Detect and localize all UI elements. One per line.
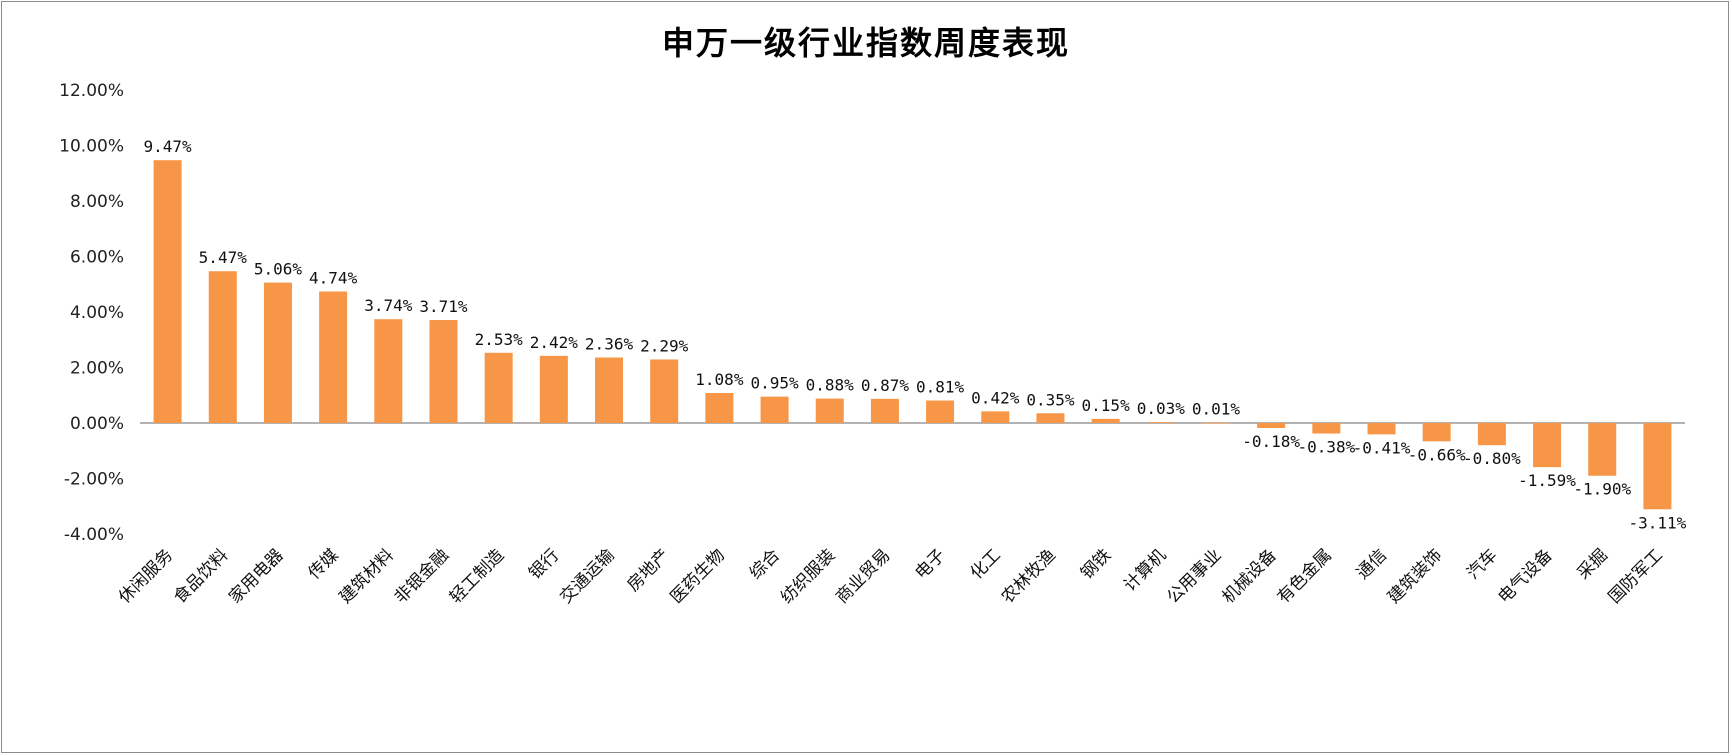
data-label: -3.11% — [1629, 513, 1687, 532]
bar — [374, 319, 403, 423]
data-label: 0.15% — [1082, 396, 1131, 415]
category-label: 房地产 — [624, 545, 674, 595]
bar — [595, 357, 624, 423]
data-label: -0.18% — [1242, 432, 1300, 451]
data-label: 2.42% — [530, 333, 579, 352]
data-label: 0.03% — [1137, 399, 1186, 418]
category-label: 医药生物 — [667, 545, 729, 607]
bar — [1201, 422, 1230, 424]
category-label: 农林牧渔 — [998, 545, 1060, 607]
data-label: -1.90% — [1573, 480, 1631, 499]
data-label: 0.01% — [1192, 400, 1241, 419]
data-label: 0.42% — [971, 388, 1020, 407]
category-label: 建筑装饰 — [1384, 545, 1446, 607]
category-label: 轻工制造 — [446, 545, 508, 607]
data-label: 2.29% — [640, 336, 689, 355]
category-label: 商业贸易 — [832, 545, 894, 607]
category-label: 公用事业 — [1163, 545, 1225, 607]
data-label: -0.80% — [1463, 449, 1521, 468]
bar — [484, 352, 513, 423]
data-label: -1.59% — [1518, 471, 1576, 490]
data-label: 2.36% — [585, 335, 634, 354]
category-label: 综合 — [746, 545, 784, 583]
category-label: 电气设备 — [1494, 545, 1556, 607]
category-label: 汽车 — [1463, 545, 1501, 583]
bar — [263, 282, 292, 423]
y-tick-label: 8.00% — [70, 192, 124, 212]
bar — [1257, 423, 1286, 428]
data-label: 4.74% — [309, 268, 358, 287]
bar — [705, 393, 734, 423]
data-label: 0.95% — [750, 374, 799, 393]
data-label: -0.38% — [1297, 438, 1355, 457]
bar — [429, 320, 458, 423]
data-label: 3.74% — [364, 296, 413, 315]
category-label: 机械设备 — [1218, 545, 1280, 607]
y-tick-label: 2.00% — [70, 359, 124, 379]
category-label: 计算机 — [1120, 545, 1170, 595]
data-label: -0.66% — [1408, 445, 1466, 464]
bar — [539, 355, 568, 423]
bar — [1036, 413, 1065, 423]
bar — [208, 271, 237, 423]
bar — [926, 400, 955, 423]
bar — [1146, 422, 1175, 423]
data-label: 1.08% — [695, 370, 744, 389]
bar — [981, 411, 1010, 423]
category-label: 化工 — [967, 545, 1005, 583]
y-tick-label: -2.00% — [64, 470, 124, 490]
bar — [760, 396, 789, 423]
category-label: 传媒 — [304, 545, 342, 583]
category-label: 食品饮料 — [170, 545, 232, 607]
bar — [1643, 423, 1672, 510]
y-tick-label: 0.00% — [70, 414, 124, 434]
category-label: 休闲服务 — [115, 545, 177, 607]
data-label: 0.88% — [806, 376, 855, 395]
bar — [1367, 423, 1396, 435]
data-label: 5.47% — [199, 248, 248, 267]
data-label: 0.35% — [1026, 390, 1075, 409]
data-label: 2.53% — [475, 330, 524, 349]
data-label: 0.81% — [916, 378, 965, 397]
bar — [870, 398, 899, 423]
bar — [1533, 423, 1562, 468]
bar — [319, 291, 348, 423]
category-label: 有色金属 — [1274, 545, 1336, 607]
category-label: 建筑材料 — [336, 545, 398, 607]
bar — [1588, 423, 1617, 476]
y-tick-label: 12.00% — [59, 81, 124, 101]
category-label: 采掘 — [1574, 545, 1612, 583]
data-label: 0.87% — [861, 376, 910, 395]
category-label: 电子 — [911, 545, 949, 583]
category-label: 家用电器 — [225, 545, 287, 607]
bar — [1422, 423, 1451, 442]
data-label: 5.06% — [254, 260, 303, 279]
bar — [1477, 423, 1506, 446]
y-tick-label: 6.00% — [70, 248, 124, 268]
category-label: 非银金融 — [391, 545, 453, 607]
category-label: 纺织服装 — [777, 545, 839, 607]
category-label: 通信 — [1353, 545, 1391, 583]
bar — [815, 398, 844, 423]
bar — [153, 160, 182, 423]
category-label: 交通运输 — [556, 545, 618, 607]
data-label: -0.41% — [1353, 438, 1411, 457]
data-label: 9.47% — [144, 137, 193, 156]
y-tick-label: -4.00% — [64, 525, 124, 545]
category-label: 钢铁 — [1077, 545, 1115, 583]
data-label: 3.71% — [419, 297, 468, 316]
category-label: 银行 — [525, 545, 563, 583]
y-tick-label: 4.00% — [70, 303, 124, 323]
y-tick-label: 10.00% — [59, 137, 124, 157]
bar — [1312, 423, 1341, 434]
chart-title: 申万一级行业指数周度表现 — [661, 24, 1070, 62]
bar — [650, 359, 679, 423]
bar — [1091, 418, 1120, 423]
category-label: 国防军工 — [1605, 545, 1667, 607]
